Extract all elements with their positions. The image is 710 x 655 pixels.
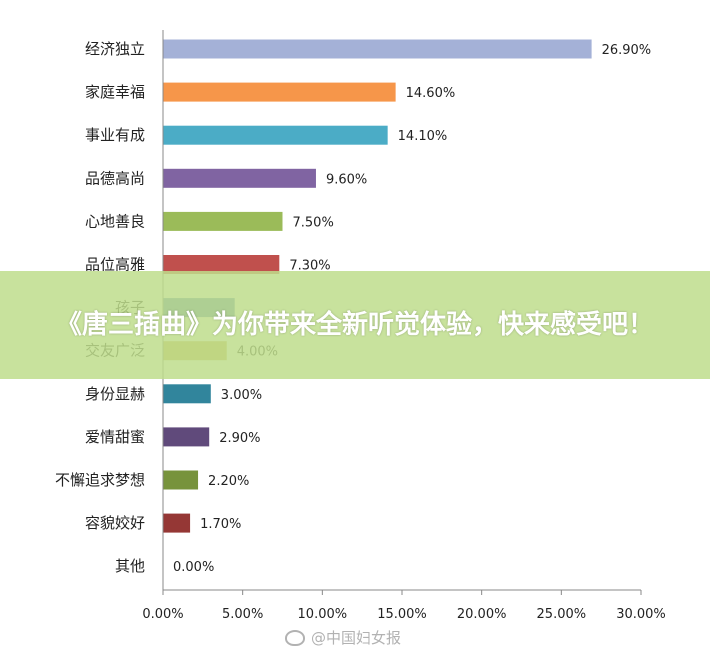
bar — [163, 427, 210, 447]
x-tick-label: 5.00% — [222, 607, 263, 622]
x-tick-label: 10.00% — [298, 607, 348, 622]
value-label: 3.00% — [221, 388, 262, 403]
x-tick-label: 0.00% — [142, 607, 183, 622]
category-label: 经济独立 — [85, 40, 145, 58]
bar — [163, 384, 211, 404]
category-label: 事业有成 — [85, 126, 145, 144]
category-label: 容貌姣好 — [85, 514, 145, 532]
category-label: 品位高雅 — [85, 256, 145, 274]
watermark: @中国妇女报 — [285, 627, 401, 648]
category-label: 其他 — [115, 557, 145, 575]
category-label: 身份显赫 — [85, 385, 145, 403]
value-label: 2.90% — [219, 431, 260, 446]
value-label: 14.60% — [406, 86, 456, 101]
weibo-icon — [285, 629, 305, 646]
value-label: 0.00% — [173, 560, 214, 575]
bar — [163, 168, 316, 188]
x-tick-label: 20.00% — [457, 607, 507, 622]
bar — [163, 82, 396, 102]
value-label: 9.60% — [326, 172, 367, 187]
x-tick-label: 25.00% — [537, 607, 587, 622]
bar — [163, 211, 283, 231]
bar — [163, 255, 280, 274]
value-label: 1.70% — [200, 517, 241, 532]
bar — [163, 39, 592, 59]
value-label: 26.90% — [602, 43, 652, 58]
category-label: 爱情甜蜜 — [85, 428, 145, 446]
category-label: 家庭幸福 — [85, 83, 145, 101]
bar — [163, 125, 388, 145]
category-label: 不懈追求梦想 — [55, 471, 145, 489]
watermark-text: @中国妇女报 — [311, 629, 402, 647]
bar — [163, 513, 191, 533]
labels-group: 经济独立 26.90% 家庭幸福 14.60% 事业有成 14.10% 品德高尚 9.60% 心… — [55, 40, 651, 575]
promo-banner[interactable]: 《唐三插曲》为你带来全新听觉体验，快来感受吧！ — [0, 271, 710, 379]
banner-text[interactable]: 《唐三插曲》为你带来全新听觉体验，快来感受吧！ — [55, 310, 654, 340]
x-tick-label: 30.00% — [616, 607, 666, 622]
value-label: 2.20% — [208, 474, 249, 489]
category-label: 心地善良 — [85, 212, 145, 230]
value-label: 7.50% — [293, 215, 334, 230]
value-label: 14.10% — [398, 129, 448, 144]
x-axis: 0.00% 5.00% 10.00% 15.00% 20.00% 25.00% 30.00% — [142, 30, 666, 622]
value-label: 7.30% — [289, 259, 330, 274]
x-tick-label: 15.00% — [377, 607, 427, 622]
bar — [163, 470, 199, 490]
category-label: 品德高尚 — [85, 169, 145, 187]
